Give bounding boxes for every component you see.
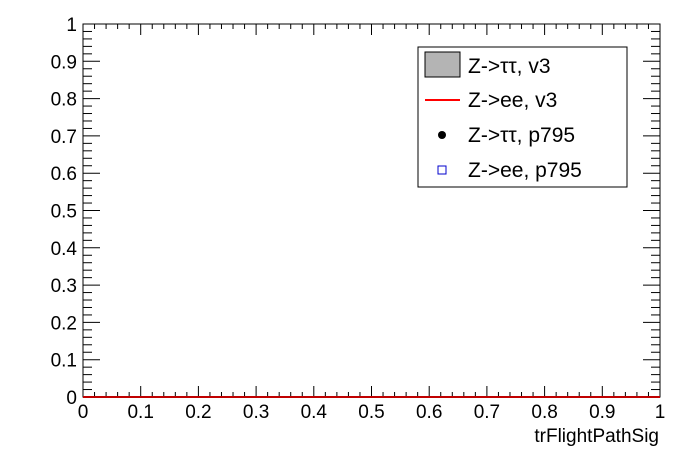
y-tick-label: 0.2 [51,313,77,334]
y-tick-labels: 0 0.1 0.2 0.3 0.4 0.5 0.6 0.7 0.8 0.9 1 [51,15,78,409]
x-tick-label: 0.9 [589,402,615,423]
x-tick-label: 0.8 [531,402,557,423]
y-tick-label: 0.7 [51,127,77,148]
y-tick-label: 1 [66,15,77,36]
x-tick-label: 0.5 [358,402,384,423]
legend-entry-ztautau-p795: Z->ττ, p795 [468,124,575,147]
y-tick-label: 0.6 [51,164,77,185]
x-axis-title: trFlightPathSig [534,426,659,447]
y-tick-label: 0.8 [51,90,77,111]
x-tick-label: 1 [655,402,666,423]
legend: Z->ττ, v3 Z->ee, v3 Z->ττ, p795 Z->ee, p… [417,46,628,188]
legend-entry-zee-v3: Z->ee, v3 [468,89,557,112]
x-tick-label: 0.6 [416,402,442,423]
y-tick-label: 0 [66,388,77,409]
x-tick-label: 0.1 [127,402,153,423]
x-tick-label: 0.3 [243,402,269,423]
y-tick-label: 0.5 [51,202,77,223]
y-tick-label: 0.3 [51,276,77,297]
legend-swatch-ztautau-p795 [438,131,446,139]
x-tick-labels: 0 0.1 0.2 0.3 0.4 0.5 0.6 0.7 0.8 0.9 1 [78,402,666,423]
legend-swatch-ztautau-v3 [424,51,461,78]
legend-entry-zee-p795: Z->ee, p795 [468,159,582,182]
y-tick-label: 0.9 [51,52,77,73]
x-tick-label: 0.7 [474,402,500,423]
x-tick-label: 0 [78,402,89,423]
x-tick-label: 0.4 [301,402,328,423]
legend-entry-ztautau-v3: Z->ττ, v3 [468,55,551,78]
x-tick-label: 0.2 [185,402,211,423]
axis-ticks [82,23,661,398]
y-tick-label: 0.1 [51,351,77,372]
legend-swatch-zee-p795 [437,165,447,175]
y-tick-label: 0.4 [51,239,78,260]
